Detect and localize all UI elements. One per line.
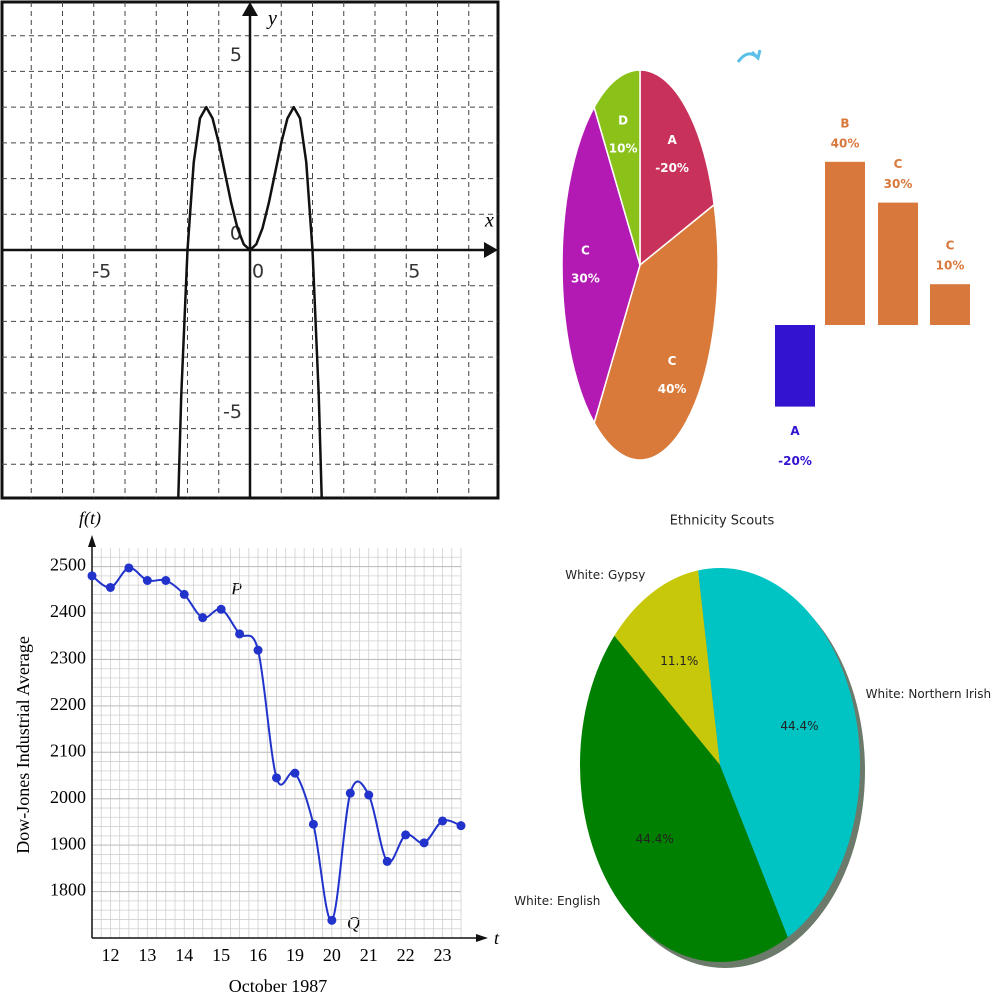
pie-slice <box>593 203 719 461</box>
pie-category-label: A <box>667 133 677 147</box>
line <box>91 566 462 922</box>
x-tick-label: 23 <box>434 945 452 965</box>
point <box>253 645 263 655</box>
point <box>142 576 152 585</box>
x-tick-label: 12 <box>101 945 119 965</box>
point <box>105 582 115 592</box>
x-tick-label: 19 <box>286 945 304 965</box>
pie-value-label: 40% <box>658 382 687 396</box>
pie-slice <box>639 69 715 267</box>
y-tick-label: 1800 <box>50 880 86 900</box>
point <box>290 768 300 778</box>
x-tick-label: 22 <box>397 945 415 965</box>
pie-value-label: 44.4% <box>780 719 818 733</box>
y-tick-label: 2300 <box>50 648 86 668</box>
x-tick-label: 21 <box>360 945 378 965</box>
x-axis-label: October 1987 <box>229 976 327 996</box>
x-axis-arrow <box>476 934 488 942</box>
bar-value-label: 40% <box>831 136 860 150</box>
y-tick-label: 0 <box>230 223 242 245</box>
y-tick-label: 2000 <box>50 787 86 807</box>
x-axis-label: x <box>484 210 494 232</box>
y-axis-label: Dow-Jones Industrial Average <box>13 636 33 854</box>
x-tick-label: 0 <box>252 261 264 283</box>
bar-value-label: 10% <box>936 259 965 273</box>
bar-value-label: -20% <box>778 454 812 468</box>
point <box>456 821 466 831</box>
point <box>345 788 355 798</box>
pie-slice <box>561 105 641 425</box>
bar-category-label: C <box>946 239 955 253</box>
pie-category-label: C <box>668 354 677 368</box>
y-tick-label: -5 <box>223 401 242 423</box>
x-tick-label: 5 <box>408 261 420 283</box>
point <box>87 571 97 581</box>
bar <box>825 161 865 325</box>
annotation: P <box>230 579 242 599</box>
y-axis-arrow <box>88 535 96 547</box>
point <box>216 604 226 614</box>
point <box>198 613 208 623</box>
bar <box>775 325 815 407</box>
x-tick-label: 20 <box>323 945 341 965</box>
pie-category-label: White: Northern Irish <box>866 687 992 701</box>
y-tick-label: 2200 <box>50 694 86 714</box>
curve <box>177 105 323 498</box>
bar-value-label: 30% <box>884 177 913 191</box>
x-tick-label: -5 <box>92 261 111 283</box>
point <box>419 838 429 848</box>
bar-category-label: A <box>790 424 800 438</box>
annotation: Q <box>347 913 360 933</box>
point <box>272 773 281 783</box>
bar <box>878 202 918 325</box>
pie-slice <box>579 635 788 962</box>
y-tick-label: 2100 <box>50 740 86 760</box>
point <box>382 856 392 866</box>
x-axis-arrow <box>484 242 498 258</box>
arrow-icon <box>736 49 762 63</box>
point <box>438 816 448 826</box>
bar <box>930 284 970 325</box>
y-axis-arrow <box>242 2 258 16</box>
pie-category-label: D <box>618 114 628 128</box>
pie-value-label: 10% <box>609 142 638 156</box>
x-tick-label: 14 <box>175 945 193 965</box>
point <box>161 576 171 585</box>
y-tick-label: 5 <box>230 44 242 66</box>
pie-value-label: 11.1% <box>660 654 698 668</box>
y-axis-label: y <box>266 8 277 30</box>
chart-title: Ethnicity Scouts <box>670 514 775 529</box>
y-tick-label: 2500 <box>50 555 86 575</box>
pie-slice <box>614 570 720 765</box>
point <box>235 629 245 639</box>
y-tick-label: 2400 <box>50 601 86 621</box>
point <box>327 915 337 925</box>
pie-slice <box>593 69 641 266</box>
y-axis-title: f(t) <box>79 508 101 529</box>
x-tick-label: 13 <box>138 945 156 965</box>
pie-value-label: -20% <box>655 161 689 175</box>
point <box>364 790 374 800</box>
point <box>179 589 189 599</box>
x-tick-label: 16 <box>249 945 267 965</box>
y-tick-label: 1900 <box>50 833 86 853</box>
pie-category-label: C <box>581 244 590 258</box>
pie-category-label: White: Gypsy <box>565 568 645 582</box>
pie-value-label: 44.4% <box>636 832 674 846</box>
bar-category-label: B <box>840 116 849 130</box>
x-tick-label: 15 <box>212 945 230 965</box>
x-axis-title: t <box>494 928 500 948</box>
pie-category-label: White: English <box>514 894 600 908</box>
point <box>308 819 318 829</box>
bar-category-label: C <box>894 157 903 171</box>
point <box>401 830 411 840</box>
point <box>124 563 134 573</box>
pie-slice <box>698 568 860 938</box>
pie-value-label: 30% <box>571 272 600 286</box>
